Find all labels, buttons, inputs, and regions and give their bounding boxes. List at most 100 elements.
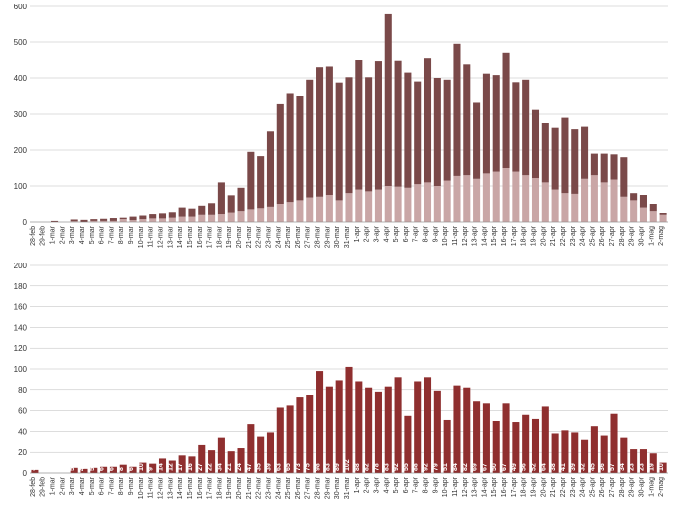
bar	[287, 405, 294, 473]
bar-dark	[179, 208, 186, 217]
bar-value-label: 19	[648, 463, 655, 471]
x-tick-label: 4-apr	[383, 225, 390, 242]
x-tick-label: 29-feb	[40, 226, 47, 246]
x-tick-label: 1-mag	[648, 226, 655, 246]
bar-value-label: 92	[423, 463, 430, 471]
x-tick-label: 3-apr	[373, 476, 380, 493]
y-tick-label: 200	[14, 263, 28, 270]
y-tick-label: 80	[18, 386, 27, 395]
x-tick-label: 13-mar	[167, 476, 174, 499]
x-tick-label: 23-apr	[570, 476, 577, 497]
x-tick-label: 22-mar	[256, 476, 263, 499]
x-tick-label: 19-mar	[226, 476, 233, 499]
y-tick-label: 0	[23, 469, 28, 478]
bar	[434, 391, 441, 473]
bar-light	[345, 193, 352, 222]
bar-dark	[385, 14, 392, 186]
x-tick-label: 10-mar	[138, 476, 145, 499]
bar-dark	[336, 83, 343, 201]
x-tick-label: 22-mar	[256, 225, 263, 248]
bar-value-label: 35	[256, 463, 263, 471]
bar-dark	[80, 220, 87, 222]
top-chart: 010020030040050060028-feb29-feb1-mar2-ma…	[6, 4, 674, 254]
x-tick-label: 1-mag	[648, 477, 655, 497]
x-tick-label: 14-mar	[177, 225, 184, 248]
bar-dark	[620, 157, 627, 197]
x-tick-label: 17-apr	[511, 225, 518, 246]
bar-value-label: 12	[167, 463, 174, 471]
bar-dark	[345, 77, 352, 193]
bar-light	[326, 195, 333, 222]
x-tick-label: 25-mar	[285, 476, 292, 499]
y-tick-label: 60	[18, 407, 27, 416]
y-tick-label: 200	[14, 146, 28, 155]
bar-dark	[365, 77, 372, 191]
bar	[296, 397, 303, 473]
bar-light	[601, 182, 608, 222]
x-tick-label: 3-mar	[69, 476, 76, 495]
x-tick-label: 8-mar	[118, 476, 125, 495]
x-tick-label: 18-mar	[216, 225, 223, 248]
bar-dark	[130, 217, 137, 221]
bar-dark	[120, 218, 127, 219]
bar-value-label: 57	[609, 463, 616, 471]
x-tick-label: 30-mar	[334, 476, 341, 499]
y-tick-label: 180	[14, 282, 28, 291]
bar-light	[444, 181, 451, 222]
bar-value-label: 10	[658, 463, 665, 471]
bar-light	[355, 190, 362, 222]
x-tick-label: 28-feb	[30, 477, 37, 497]
bar-dark	[610, 154, 617, 179]
bar-light	[139, 219, 146, 222]
y-tick-label: 140	[14, 323, 28, 332]
x-tick-label: 9-apr	[432, 225, 439, 242]
y-tick-label: 120	[14, 344, 28, 353]
bar-dark	[571, 129, 578, 194]
x-tick-label: 14-apr	[481, 476, 488, 497]
bar-value-label: 6	[128, 467, 135, 471]
bar-value-label: 98	[315, 463, 322, 471]
bar-value-label: 6	[99, 467, 106, 471]
x-tick-label: 1-apr	[354, 476, 361, 493]
bar-value-label: 27	[197, 463, 204, 471]
x-tick-label: 6-mar	[99, 476, 106, 495]
bar-value-label: 38	[550, 463, 557, 471]
bar-dark	[414, 82, 421, 185]
x-tick-label: 30-apr	[638, 476, 645, 497]
bar	[345, 367, 352, 473]
bar-light	[532, 178, 539, 222]
x-tick-label: 11-mar	[148, 476, 155, 498]
bar-light	[503, 168, 510, 222]
bar-value-label: 63	[275, 463, 282, 471]
bar	[542, 406, 549, 473]
bar-dark	[453, 44, 460, 176]
x-tick-label: 15-mar	[187, 225, 194, 248]
x-tick-label: 15-apr	[491, 225, 498, 246]
y-tick-label: 500	[14, 38, 28, 47]
bar-light	[630, 200, 637, 222]
x-tick-label: 7-mar	[108, 476, 115, 495]
x-tick-label: 6-mar	[99, 225, 106, 244]
bar-value-label: 23	[638, 463, 645, 471]
x-tick-label: 26-mar	[295, 225, 302, 248]
bar-light	[159, 218, 166, 222]
bar-light	[434, 186, 441, 222]
bar-value-label: 32	[580, 463, 587, 471]
bar-light	[218, 214, 225, 222]
bar-value-label: 55	[403, 463, 410, 471]
x-tick-label: 19-apr	[530, 225, 537, 246]
bar-dark	[296, 96, 303, 200]
bar-value-label: 22	[207, 463, 214, 471]
bar	[424, 377, 431, 473]
x-tick-label: 10-mar	[138, 225, 145, 248]
bar-dark	[561, 118, 568, 194]
x-tick-label: 28-apr	[619, 225, 626, 246]
x-tick-label: 8-apr	[423, 225, 430, 242]
bar-light	[581, 179, 588, 222]
bar-value-label: 84	[452, 463, 459, 471]
bar	[306, 395, 313, 473]
bar-value-label: 64	[540, 463, 547, 471]
bar-value-label: 88	[354, 463, 361, 471]
bar	[316, 371, 323, 473]
bar-light	[395, 187, 402, 222]
